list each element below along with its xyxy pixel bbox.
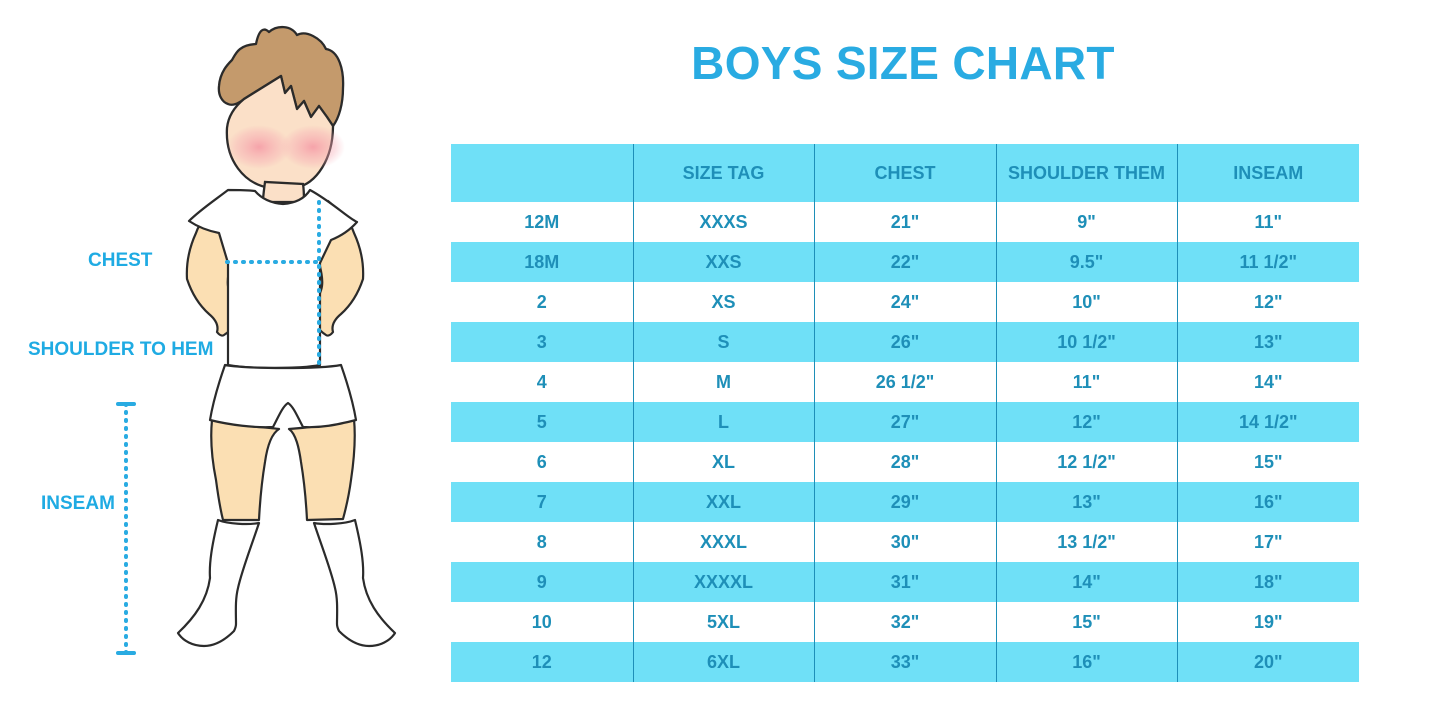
svg-text:CHEST: CHEST (88, 250, 153, 271)
svg-text:INSEAM: INSEAM (41, 493, 115, 514)
svg-text:SHOULDER TO HEM: SHOULDER TO HEM (28, 339, 213, 360)
